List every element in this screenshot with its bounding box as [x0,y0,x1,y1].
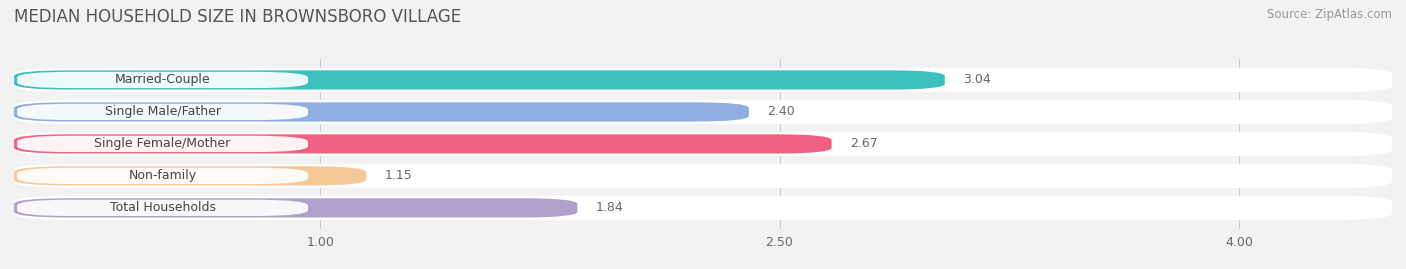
Text: 2.67: 2.67 [851,137,877,150]
FancyBboxPatch shape [14,68,1392,92]
Text: Total Households: Total Households [110,201,215,214]
Text: 1.15: 1.15 [385,169,412,182]
FancyBboxPatch shape [14,102,749,122]
FancyBboxPatch shape [14,132,1392,156]
FancyBboxPatch shape [17,200,308,216]
FancyBboxPatch shape [17,136,308,152]
Text: Single Female/Mother: Single Female/Mother [94,137,231,150]
Text: MEDIAN HOUSEHOLD SIZE IN BROWNSBORO VILLAGE: MEDIAN HOUSEHOLD SIZE IN BROWNSBORO VILL… [14,8,461,26]
FancyBboxPatch shape [14,134,831,154]
Text: Non-family: Non-family [128,169,197,182]
FancyBboxPatch shape [14,196,1392,220]
FancyBboxPatch shape [17,168,308,184]
FancyBboxPatch shape [14,198,578,217]
Text: 1.84: 1.84 [596,201,624,214]
Text: Married-Couple: Married-Couple [115,73,211,86]
Text: 3.04: 3.04 [963,73,991,86]
FancyBboxPatch shape [14,164,1392,188]
FancyBboxPatch shape [14,166,366,186]
FancyBboxPatch shape [17,104,308,120]
Text: 2.40: 2.40 [768,105,794,118]
Text: Source: ZipAtlas.com: Source: ZipAtlas.com [1267,8,1392,21]
Text: Single Male/Father: Single Male/Father [104,105,221,118]
FancyBboxPatch shape [14,100,1392,124]
FancyBboxPatch shape [14,70,945,90]
FancyBboxPatch shape [17,72,308,88]
